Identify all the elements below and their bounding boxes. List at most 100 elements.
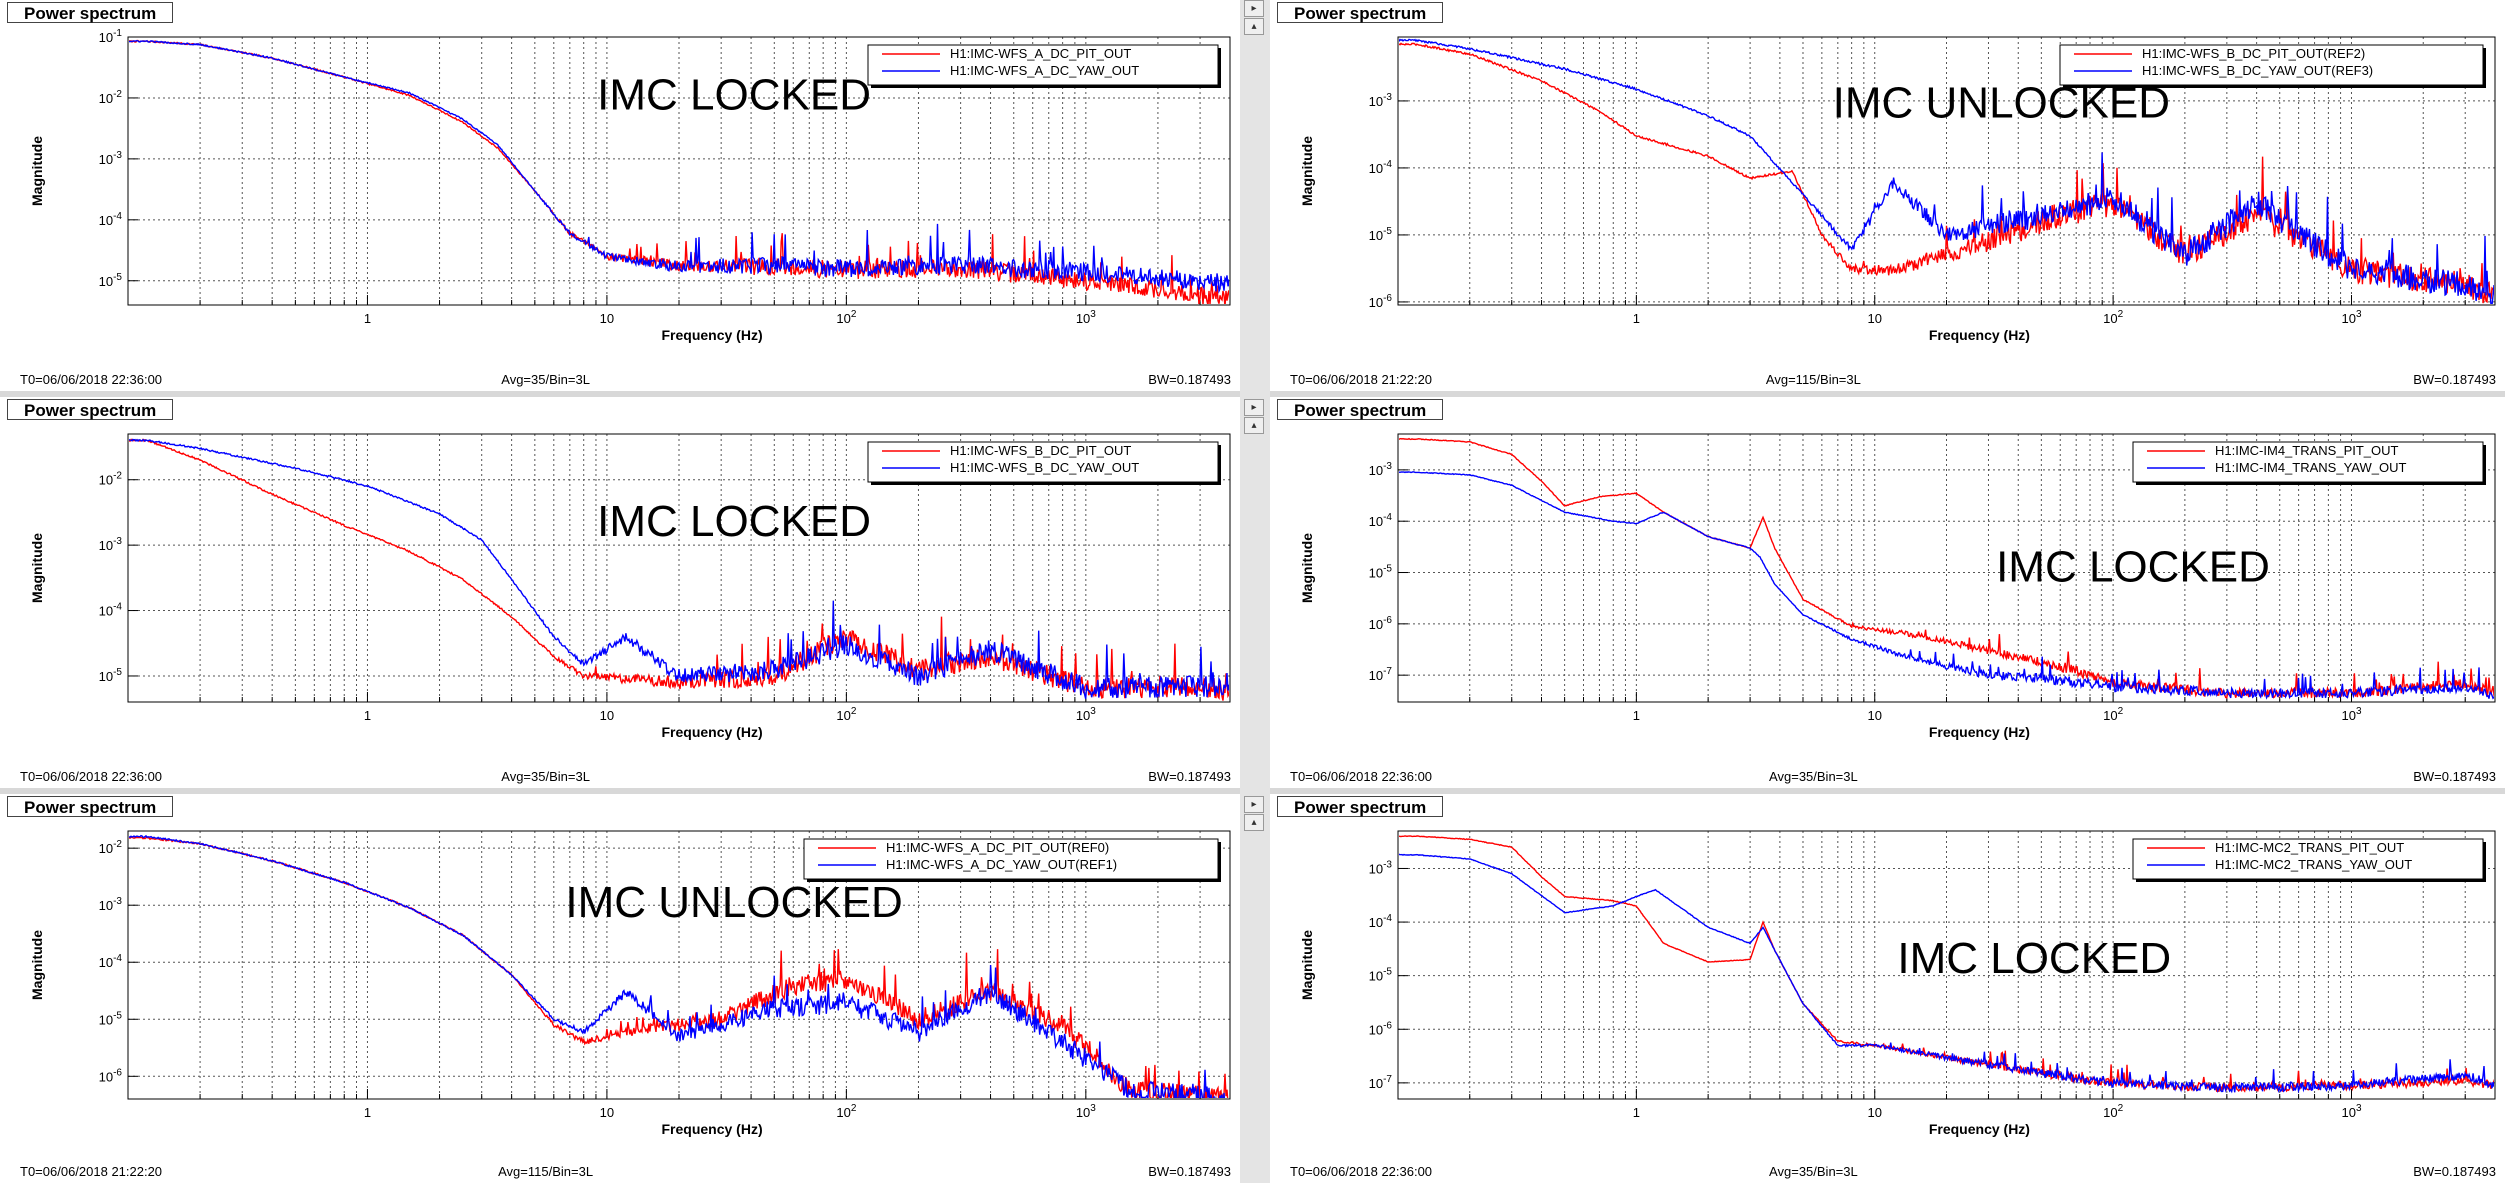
- legend-label: H1:IMC-WFS_B_DC_PIT_OUT(REF2): [2142, 46, 2365, 61]
- status-bw: BW=0.187493: [1148, 1164, 1231, 1179]
- scroll-up-button-bottom[interactable]: ▴: [1244, 814, 1264, 831]
- legend-shadow: [2136, 482, 2486, 485]
- legend-box: [2132, 441, 2484, 483]
- chart-svg: 1 10 102 103 10-5 10-4 10-3 10-2 10-1 Frequency (…: [29, 28, 1231, 343]
- chart-annotation: IMC LOCKED: [1996, 542, 2270, 591]
- series-line: [129, 438, 1229, 699]
- tick-label: 10-7: [1369, 666, 1393, 683]
- series-line: [1399, 38, 2494, 304]
- tick-label: 102: [2103, 309, 2123, 326]
- tick-label: 103: [2341, 1103, 2361, 1120]
- tick-label: 103: [2341, 706, 2361, 723]
- series-line: [129, 438, 1229, 701]
- vertical-splitter[interactable]: [1240, 0, 1270, 1183]
- tick-label: 10: [1868, 1105, 1882, 1120]
- legend-shadow: [807, 879, 1221, 882]
- status-avg: Avg=35/Bin=3L: [501, 372, 590, 387]
- chart-svg: 1 10 102 103 10-6 10-5 10-4 10-3 10-2 Frequency (…: [29, 830, 1231, 1137]
- legend: H1:IMC-WFS_B_DC_PIT_OUT H1:IMC-WFS_B_DC_Y…: [867, 441, 1221, 485]
- tick-label: 10: [1868, 311, 1882, 326]
- tick-label: 10-6: [1369, 615, 1393, 632]
- legend-box: [803, 838, 1219, 880]
- chart-svg: 1 10 102 103 10-7 10-6 10-5 10-4 10-3 Frequency (…: [1299, 433, 2496, 740]
- y-axis-title: Magnitude: [1299, 136, 1315, 206]
- tick-label: 103: [1076, 706, 1096, 723]
- tick-label: 102: [2103, 1103, 2123, 1120]
- tick-label: 10-5: [1369, 967, 1393, 984]
- chart-annotation: IMC LOCKED: [597, 497, 871, 546]
- scroll-right-button-top[interactable]: ▸: [1244, 0, 1264, 17]
- tick-label: 10-4: [1369, 913, 1393, 930]
- legend-shadow: [871, 85, 1221, 88]
- tick-label: 10-4: [1369, 512, 1393, 529]
- chart-annotation: IMC UNLOCKED: [1833, 78, 2170, 127]
- chart-annotation: IMC LOCKED: [1897, 934, 2171, 983]
- chart-annotation: IMC LOCKED: [597, 70, 871, 119]
- status-bw: BW=0.187493: [1148, 769, 1231, 784]
- legend-label: H1:IMC-MC2_TRANS_YAW_OUT: [2215, 857, 2412, 872]
- x-axis-title: Frequency (Hz): [661, 724, 762, 740]
- row-separator: [1270, 391, 2505, 397]
- panel-tab[interactable]: Power spectrum: [7, 399, 174, 420]
- tick-label: 10: [1868, 708, 1882, 723]
- spectrum-panel: Power spectrum 1 10 102 103 10-6 10-5 10-4 10-3 1…: [0, 794, 1240, 1183]
- scroll-right-button-mid[interactable]: ▸: [1244, 399, 1264, 416]
- scroll-up-button-top[interactable]: ▴: [1244, 18, 1264, 35]
- tick-label: 10-4: [99, 602, 123, 619]
- scroll-up-button-mid[interactable]: ▴: [1244, 417, 1264, 434]
- legend-label: H1:IMC-WFS_A_DC_YAW_OUT(REF1): [886, 857, 1117, 872]
- status-bw: BW=0.187493: [2413, 372, 2496, 387]
- legend: H1:IMC-WFS_A_DC_PIT_OUT H1:IMC-WFS_A_DC_Y…: [867, 44, 1221, 88]
- tick-label: 10-4: [99, 211, 123, 228]
- tick-label: 102: [836, 706, 856, 723]
- panel-tab[interactable]: Power spectrum: [7, 2, 174, 23]
- status-bw: BW=0.187493: [1148, 372, 1231, 387]
- tick-label: 10-3: [1369, 859, 1393, 876]
- y-axis-title: Magnitude: [29, 930, 45, 1000]
- legend-label: H1:IMC-WFS_A_DC_PIT_OUT(REF0): [886, 840, 1109, 855]
- tick-label: 10-5: [99, 1010, 123, 1027]
- row-separator: [0, 391, 1240, 397]
- scroll-right-button-bottom[interactable]: ▸: [1244, 796, 1264, 813]
- legend-label: H1:IMC-MC2_TRANS_PIT_OUT: [2215, 840, 2404, 855]
- tick-label: 10-3: [99, 536, 123, 553]
- panel-tab[interactable]: Power spectrum: [1277, 2, 1444, 23]
- legend-label: H1:IMC-WFS_B_DC_YAW_OUT(REF3): [2142, 63, 2373, 78]
- status-t0: T0=06/06/2018 22:36:00: [20, 769, 163, 784]
- tick-label: 10-6: [1369, 293, 1393, 310]
- legend: H1:IMC-WFS_A_DC_PIT_OUT(REF0) H1:IMC-WFS_…: [803, 838, 1221, 882]
- tick-label: 10-7: [1369, 1074, 1393, 1091]
- legend-shadow: [2483, 842, 2486, 882]
- status-t0: T0=06/06/2018 22:36:00: [1290, 1164, 1433, 1179]
- legend-label: H1:IMC-WFS_B_DC_YAW_OUT: [950, 460, 1139, 475]
- tick-label: 103: [1076, 309, 1096, 326]
- legend-shadow: [1218, 48, 1221, 88]
- tick-label: 10-6: [1369, 1020, 1393, 1037]
- tick-label: 10-3: [99, 896, 123, 913]
- spectrum-panel: Power spectrum 1 10 102 103 10-7 10-6 10-5 10-4 1…: [1270, 397, 2505, 788]
- panel-tab[interactable]: Power spectrum: [7, 796, 174, 817]
- legend-shadow: [1218, 445, 1221, 485]
- series-line: [1399, 853, 2494, 1094]
- legend-label: H1:IMC-IM4_TRANS_PIT_OUT: [2215, 443, 2399, 458]
- legend-label: H1:IMC-WFS_A_DC_PIT_OUT: [950, 46, 1131, 61]
- status-t0: T0=06/06/2018 22:36:00: [20, 372, 163, 387]
- tick-label: 10-4: [99, 953, 123, 970]
- tick-label: 10-2: [99, 839, 123, 856]
- tick-label: 10-5: [1369, 564, 1393, 581]
- y-axis-title: Magnitude: [29, 136, 45, 206]
- x-axis-title: Frequency (Hz): [1929, 724, 2030, 740]
- panel-tab[interactable]: Power spectrum: [1277, 796, 1444, 817]
- legend-box: [2059, 44, 2484, 86]
- legend: H1:IMC-MC2_TRANS_PIT_OUT H1:IMC-MC2_TRANS…: [2132, 838, 2486, 882]
- series-line: [129, 836, 1229, 1098]
- tick-label: 1: [364, 1105, 371, 1120]
- panel-tab[interactable]: Power spectrum: [1277, 399, 1444, 420]
- tick-label: 10-5: [99, 667, 123, 684]
- row-separator: [0, 788, 1240, 794]
- legend: H1:IMC-IM4_TRANS_PIT_OUT H1:IMC-IM4_TRANS…: [2132, 441, 2486, 485]
- x-axis-title: Frequency (Hz): [661, 327, 762, 343]
- chart-svg: 1 10 102 103 10-7 10-6 10-5 10-4 10-3 Frequency (…: [1299, 830, 2496, 1137]
- chart-svg: 1 10 102 103 10-5 10-4 10-3 10-2 Frequency (Hz) M…: [29, 433, 1231, 740]
- tick-label: 10-2: [99, 471, 123, 488]
